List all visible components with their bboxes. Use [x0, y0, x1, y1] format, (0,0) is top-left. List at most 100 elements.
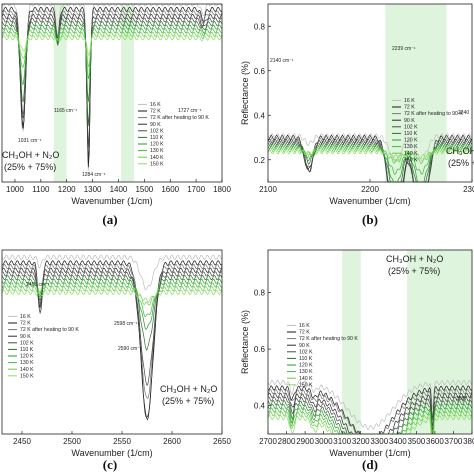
x-axis-label: Wavenumber (1/cm): [329, 196, 410, 206]
legend: 16 K72 K72 K after heating to 90 K90 K10…: [8, 314, 79, 379]
x-tick-label: 2300: [463, 185, 474, 194]
chart-panel-1: 1000 1100 1200 1300 1400 1500 1600 1700 1800 Wave…: [1, 3, 231, 206]
peak-annotation: 1165 cm⁻¹: [54, 108, 77, 114]
y-tick-label: 0.8: [254, 22, 266, 31]
series-line: [1, 271, 223, 386]
legend-label: 90 K: [150, 122, 161, 128]
x-tick-label: 2900: [296, 437, 314, 446]
legend-label: 72 K after heating to 90 K: [299, 336, 358, 342]
legend-label: 102 K: [299, 349, 313, 355]
y-axis-label: Reflectance (%): [240, 61, 250, 125]
peak-annotation: 3587: [456, 396, 467, 402]
legend-label: 90 K: [404, 118, 415, 124]
x-tick-label: 1400: [110, 185, 128, 194]
x-tick-label: 1800: [213, 185, 231, 194]
legend-label: 110 K: [404, 131, 418, 137]
legend-label: 130 K: [20, 360, 34, 366]
y-tick-label: 0.4: [254, 402, 266, 411]
x-tick-label: 1200: [58, 185, 76, 194]
x-tick-label: 3200: [352, 437, 370, 446]
highlight-band: [121, 4, 134, 182]
x-tick-label: 2800: [278, 437, 296, 446]
legend-label: 140 K: [299, 376, 313, 382]
legend-label: 16 K: [299, 323, 310, 329]
series-line: [1, 282, 223, 317]
legend-label: 130 K: [299, 369, 313, 375]
axes-frame: [267, 249, 473, 435]
legend-label: 110 K: [20, 347, 34, 353]
series-line: [1, 35, 223, 56]
legend-label: 150 K: [404, 157, 418, 163]
axes-frame: [1, 249, 223, 435]
legend-label: 120 K: [20, 354, 34, 360]
composition-label: (25% + 75%): [448, 158, 474, 168]
series-line: [267, 133, 473, 163]
chart-panel-4: 2700 2800 2900 3000 3100 3200 3300 3400 3500 3600…: [240, 249, 474, 458]
legend-label: 72 K: [20, 321, 31, 327]
series-line: [1, 254, 223, 291]
x-tick-label: 1600: [161, 185, 179, 194]
peak-annotation: 2240: [458, 110, 469, 116]
peak-annotation: 2598 cm⁻¹: [114, 321, 138, 327]
series-line: [1, 31, 223, 68]
series-line: [267, 379, 473, 430]
chart-panel-3: 2450 2500 2550 2600 2650 Wavenumber (1/cm) 246…: [1, 249, 231, 458]
legend-label: 140 K: [20, 367, 34, 373]
series-line: [1, 24, 223, 103]
legend-label: 72 K after heating to 90 K: [150, 115, 209, 121]
composition-label: CH₃OH + N₂O: [446, 146, 474, 156]
legend-label: 150 K: [150, 161, 164, 167]
chart-panel-2: 2100 2200 2300 Wavenumber (1/cm) 0.2 0.4 0.6 0.…: [240, 3, 474, 206]
legend-label: 130 K: [404, 144, 418, 150]
legend-label: 140 K: [404, 151, 418, 157]
highlight-band: [53, 4, 67, 182]
legend-label: 16 K: [150, 102, 161, 108]
y-tick-label: 0.8: [254, 288, 266, 297]
legend-label: 120 K: [404, 138, 418, 144]
legend: 16 K72 K72 K after heating to 90 K90 K10…: [392, 98, 463, 163]
x-tick-label: 3600: [426, 437, 444, 446]
series-line: [1, 17, 223, 149]
highlight-band: [342, 250, 361, 434]
legend-label: 140 K: [150, 155, 164, 161]
x-tick-label: 1300: [84, 185, 102, 194]
legend-label: 90 K: [299, 343, 310, 349]
series-line: [1, 20, 223, 126]
legend-label: 102 K: [20, 340, 34, 346]
legend-label: 16 K: [404, 98, 415, 104]
legend: 16 K72 K72 K after heating to 90 K90 K10…: [138, 102, 209, 167]
series-line: [1, 285, 223, 306]
panel-label: (c): [103, 457, 117, 472]
x-tick-label: 3300: [370, 437, 388, 446]
x-tick-label: 3700: [445, 437, 463, 446]
x-tick-label: 2450: [13, 437, 31, 446]
legend-label: 72 K: [150, 109, 161, 115]
x-tick-label: 2650: [213, 437, 231, 446]
peak-annotation: 2468 cm⁻¹: [26, 282, 50, 288]
x-tick-label: 2700: [259, 437, 277, 446]
x-tick-label: 2200: [361, 185, 379, 194]
composition-label: (25% + 75%): [162, 396, 214, 406]
legend-label: 130 K: [150, 148, 164, 154]
peak-annotation: 2590 cm⁻¹: [118, 346, 142, 352]
legend-label: 16 K: [20, 314, 31, 320]
panel-label: (d): [362, 457, 378, 472]
series-line: [1, 28, 223, 80]
composition-label: CH₃OH + N₂O: [386, 254, 443, 264]
legend-label: 120 K: [150, 142, 164, 148]
peak-annotation: 1727 cm⁻¹: [178, 108, 202, 114]
series-line: [1, 10, 223, 147]
legend-label: 72 K: [404, 105, 415, 111]
series-line: [1, 13, 223, 161]
x-tick-label: 3400: [389, 437, 407, 446]
x-axis-label: Wavenumber (1/cm): [329, 448, 410, 458]
legend-label: 72 K after heating to 90 K: [20, 327, 79, 333]
series-line: [267, 145, 473, 175]
x-tick-label: 2100: [259, 185, 277, 194]
x-axis-label: Wavenumber (1/cm): [71, 448, 152, 458]
x-tick-label: 1500: [135, 185, 153, 194]
legend-label: 150 K: [299, 382, 313, 388]
series-line: [267, 149, 473, 160]
x-tick-label: 1000: [6, 185, 24, 194]
